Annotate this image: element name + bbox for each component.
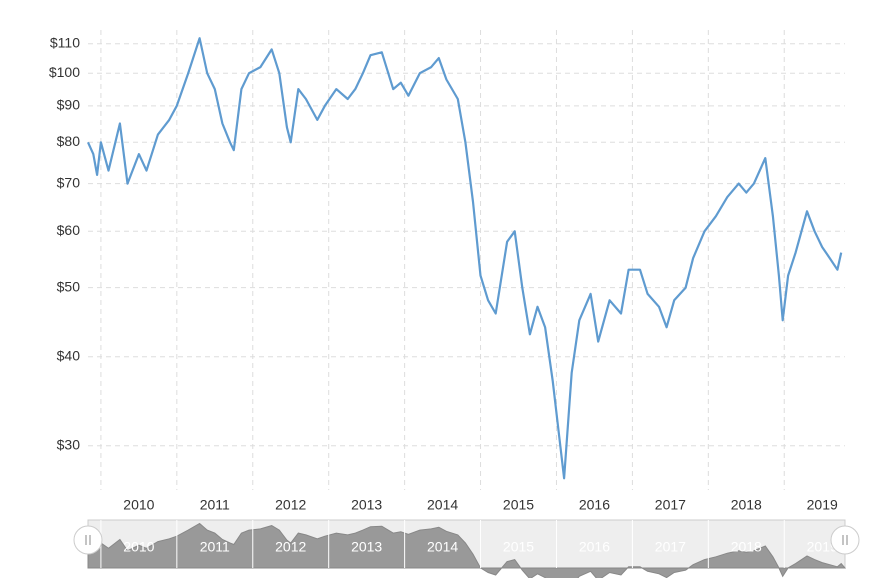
navigator-handle[interactable] <box>73 525 103 555</box>
x-tick-label: 2013 <box>351 497 382 513</box>
y-tick-label: $90 <box>57 97 81 113</box>
navigator-label: 2012 <box>275 539 306 555</box>
price-line <box>86 37 843 480</box>
y-tick-label: $80 <box>57 133 81 149</box>
handle-knob <box>830 525 860 555</box>
navigator-label: 2017 <box>655 539 686 555</box>
navigator-label: 2010 <box>123 539 154 555</box>
navigator-label: 2014 <box>427 539 458 555</box>
y-tick-label: $40 <box>57 347 81 363</box>
x-tick-label: 2010 <box>123 497 154 513</box>
x-tick-label: 2016 <box>579 497 610 513</box>
x-tick-label: 2018 <box>731 497 762 513</box>
y-tick-label: $110 <box>50 34 80 50</box>
navigator-label: 2019 <box>807 539 838 555</box>
y-tick-label: $30 <box>57 436 81 452</box>
x-tick-label: 2019 <box>807 497 838 513</box>
navigator-handle[interactable] <box>830 525 860 555</box>
navigator-area <box>87 522 847 578</box>
navigator-label: 2018 <box>731 539 762 555</box>
x-tick-label: 2011 <box>200 497 230 513</box>
x-tick-label: 2014 <box>427 497 458 513</box>
navigator-label: 2011 <box>200 539 230 555</box>
navigator-label: 2016 <box>579 539 610 555</box>
y-tick-label: $100 <box>49 64 80 80</box>
navigator-label: 2015 <box>503 539 534 555</box>
x-tick-label: 2015 <box>503 497 534 513</box>
x-tick-label: 2017 <box>655 497 686 513</box>
x-tick-label: 2012 <box>275 497 306 513</box>
handle-knob <box>73 525 103 555</box>
y-tick-label: $50 <box>57 278 81 294</box>
y-tick-label: $70 <box>57 174 81 190</box>
navigator-label: 2013 <box>351 539 382 555</box>
y-tick-label: $60 <box>57 222 81 238</box>
